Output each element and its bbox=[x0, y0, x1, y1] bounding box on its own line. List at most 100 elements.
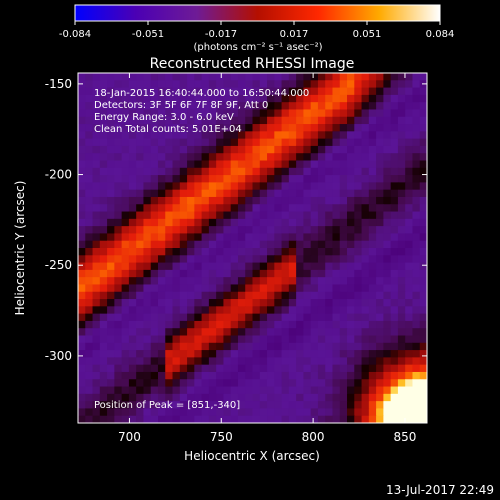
heatmap-cell bbox=[267, 138, 275, 147]
heatmap-cell bbox=[339, 284, 348, 293]
heatmap-cell bbox=[310, 269, 319, 278]
heatmap-cell bbox=[405, 269, 414, 278]
heatmap-cell bbox=[325, 109, 334, 118]
heatmap-cell bbox=[325, 167, 334, 176]
heatmap-cell bbox=[157, 240, 166, 249]
heatmap-cell bbox=[296, 226, 304, 235]
heatmap-cell bbox=[354, 277, 363, 286]
heatmap-cell bbox=[136, 131, 145, 140]
heatmap-cell bbox=[114, 364, 123, 373]
heatmap-cell bbox=[194, 189, 203, 198]
heatmap-cell bbox=[121, 342, 130, 351]
heatmap-cell bbox=[361, 167, 370, 176]
heatmap-cell bbox=[187, 204, 195, 213]
heatmap-cell bbox=[267, 218, 275, 227]
heatmap-cell bbox=[419, 233, 427, 242]
heatmap-cell bbox=[412, 145, 421, 154]
heatmap-cell bbox=[281, 342, 290, 351]
heatmap-cell bbox=[412, 167, 421, 176]
heatmap-cell bbox=[128, 291, 137, 300]
heatmap-cell bbox=[361, 196, 370, 205]
heatmap-cell bbox=[361, 415, 370, 423]
heatmap-cell bbox=[347, 291, 355, 300]
heatmap-cell bbox=[121, 320, 130, 329]
heatmap-cell bbox=[179, 211, 188, 220]
heatmap-cell bbox=[317, 386, 326, 395]
heatmap-cell bbox=[303, 248, 312, 256]
heatmap-cell bbox=[150, 189, 159, 198]
heatmap-cell bbox=[281, 284, 290, 293]
heatmap-cell bbox=[179, 408, 188, 417]
heatmap-cell bbox=[92, 313, 101, 322]
heatmap-cell bbox=[383, 102, 392, 111]
heatmap-cell bbox=[361, 182, 370, 191]
heatmap-cell bbox=[325, 189, 334, 198]
heatmap-cell bbox=[288, 167, 297, 176]
heatmap-cell bbox=[288, 160, 297, 169]
heatmap-cell bbox=[405, 233, 414, 242]
heatmap-cell bbox=[78, 277, 86, 286]
heatmap-cell bbox=[419, 291, 427, 300]
heatmap-cell bbox=[223, 80, 232, 89]
heatmap-cell bbox=[390, 233, 399, 242]
heatmap-cell bbox=[194, 240, 203, 249]
heatmap-cell bbox=[397, 204, 406, 213]
heatmap-cell bbox=[165, 73, 174, 81]
heatmap-cell bbox=[194, 73, 203, 81]
heatmap-cell bbox=[230, 167, 239, 176]
heatmap-cell bbox=[78, 342, 86, 351]
heatmap-cell bbox=[339, 182, 348, 191]
heatmap-cell bbox=[230, 328, 239, 337]
heatmap-cell bbox=[325, 313, 334, 322]
heatmap-cell bbox=[339, 189, 348, 198]
heatmap-cell bbox=[208, 269, 217, 278]
heatmap-cell bbox=[216, 306, 225, 315]
heatmap-cell bbox=[354, 386, 363, 395]
heatmap-cell bbox=[187, 226, 195, 235]
heatmap-cell bbox=[252, 226, 261, 235]
heatmap-cell bbox=[419, 255, 427, 264]
heatmap-cell bbox=[397, 211, 406, 220]
heatmap-cell bbox=[194, 116, 203, 125]
heatmap-cell bbox=[332, 196, 341, 205]
heatmap-cell bbox=[121, 73, 130, 81]
heatmap-cell bbox=[85, 277, 94, 286]
heatmap-cell bbox=[390, 145, 399, 154]
heatmap-cell bbox=[368, 167, 377, 176]
heatmap-cell bbox=[216, 371, 225, 380]
heatmap-cell bbox=[136, 364, 145, 373]
heatmap-cell bbox=[165, 299, 174, 307]
heatmap-cell bbox=[172, 284, 181, 293]
heatmap-cell bbox=[121, 299, 130, 307]
heatmap-cell bbox=[296, 145, 304, 154]
heatmap-cell bbox=[252, 386, 261, 395]
heatmap-cell bbox=[267, 255, 275, 264]
heatmap-cell bbox=[114, 335, 123, 344]
heatmap-cell bbox=[383, 262, 392, 271]
heatmap-cell bbox=[376, 167, 384, 176]
heatmap-cell bbox=[368, 175, 377, 183]
heatmap-cell bbox=[216, 138, 225, 147]
heatmap-cell bbox=[230, 226, 239, 235]
heatmap-cell bbox=[252, 233, 261, 242]
heatmap-cell bbox=[223, 87, 232, 96]
heatmap-cell bbox=[165, 153, 174, 162]
heatmap-cell bbox=[143, 269, 152, 278]
heatmap-cell bbox=[281, 379, 290, 388]
heatmap-cell bbox=[288, 277, 297, 286]
heatmap-cell bbox=[194, 379, 203, 388]
heatmap-cell bbox=[194, 211, 203, 220]
heatmap-cell bbox=[245, 226, 254, 235]
heatmap-cell bbox=[354, 211, 363, 220]
heatmap-cell bbox=[128, 94, 137, 103]
heatmap-cell bbox=[237, 240, 246, 249]
heatmap-cell bbox=[347, 350, 355, 358]
heatmap-cell bbox=[383, 379, 392, 388]
colorbar: -0.084 -0.051 -0.017 0.017 0.051 0.084 (photo… bbox=[59, 4, 454, 53]
heatmap-cell bbox=[252, 153, 261, 162]
heatmap-cell bbox=[150, 262, 159, 271]
heatmap-cell bbox=[267, 204, 275, 213]
heatmap-cell bbox=[99, 299, 108, 307]
heatmap-cell bbox=[288, 138, 297, 147]
heatmap-cell bbox=[128, 102, 137, 111]
